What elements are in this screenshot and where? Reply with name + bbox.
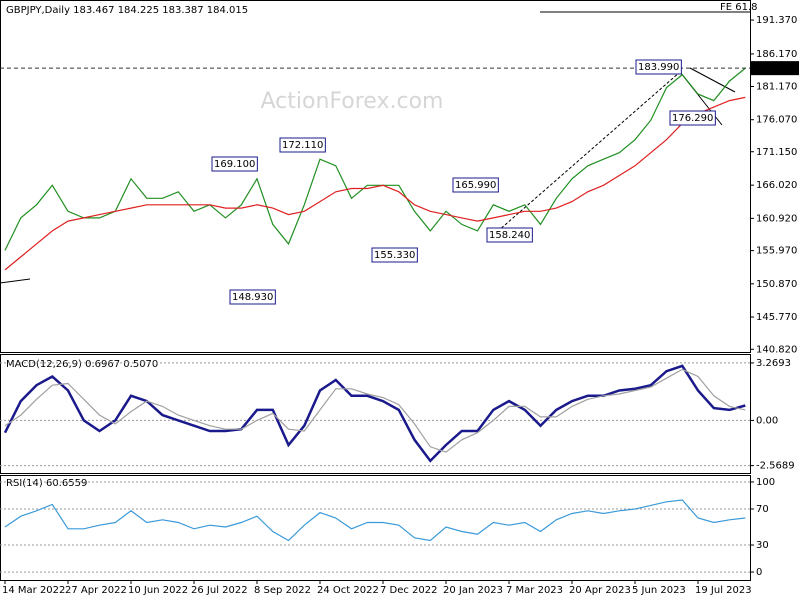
x-tick-label: 14 Mar 2022 xyxy=(2,585,65,596)
y-tick-label: 191.370 xyxy=(756,15,797,26)
y-tick-label: 140.820 xyxy=(756,344,797,355)
series-line xyxy=(4,67,746,251)
x-tick-label: 26 Jul 2022 xyxy=(191,585,248,596)
y-tick-label: 181.170 xyxy=(756,82,797,93)
trend-line xyxy=(0,278,31,284)
annotation-box xyxy=(452,177,499,193)
y-tick-label: 186.170 xyxy=(756,49,797,60)
rsi-title: RSI(14) 60.6559 xyxy=(6,478,87,489)
trend-line xyxy=(489,71,681,239)
annotation: 183.990 xyxy=(638,62,679,73)
annotation: 176.290 xyxy=(672,113,713,124)
x-tick-label: 8 Sep 2022 xyxy=(254,585,311,596)
x-tick-label: 27 Apr 2022 xyxy=(65,585,127,596)
annotation: 165.990 xyxy=(455,180,496,191)
rsi-panel xyxy=(0,475,751,581)
annotation: 148.930 xyxy=(232,292,273,303)
annotation-box xyxy=(486,227,533,243)
x-tick-label: 7 Dec 2022 xyxy=(380,585,438,596)
y-tick-label: 171.150 xyxy=(756,147,797,158)
x-tick-label: 24 Oct 2022 xyxy=(317,585,379,596)
watermark: ActionForex.com xyxy=(261,89,444,114)
y-tick-label: 0 xyxy=(756,567,762,578)
series-line xyxy=(4,499,746,542)
annotation: 155.330 xyxy=(374,250,415,261)
series-line xyxy=(4,96,746,271)
price-panel xyxy=(0,0,751,353)
chart-title: GBPJPY,Daily 183.467 184.225 183.387 184… xyxy=(6,5,248,16)
annotation-box xyxy=(279,137,326,153)
y-tick-label: 150.870 xyxy=(756,279,797,290)
series-line xyxy=(3,364,746,463)
channel-line xyxy=(689,67,736,93)
macd-title: MACD(12,26,9) 0.6967 0.5070 xyxy=(6,359,158,370)
annotation: 169.100 xyxy=(214,159,255,170)
y-tick-label: 100 xyxy=(756,477,775,488)
annotation-box xyxy=(371,247,418,263)
annotation-box xyxy=(635,59,682,75)
annotation-box xyxy=(229,289,276,305)
x-tick-label: 7 Mar 2023 xyxy=(506,585,563,596)
y-tick-label: 145.770 xyxy=(756,312,797,323)
y-tick-label: -2.5689 xyxy=(756,461,795,472)
annotation-box xyxy=(211,156,258,172)
y-tick-label: 0.00 xyxy=(756,415,778,426)
annotation: 172.110 xyxy=(282,140,323,151)
x-tick-label: 20 Jan 2023 xyxy=(443,585,503,596)
y-tick-label: 70 xyxy=(756,504,769,515)
x-tick-label: 19 Jul 2023 xyxy=(695,585,752,596)
x-tick-label: 10 Jun 2022 xyxy=(128,585,188,596)
y-tick-label: 176.070 xyxy=(756,115,797,126)
annotation-box xyxy=(669,110,716,126)
series-line xyxy=(4,368,746,453)
y-tick-label: 3.2693 xyxy=(756,358,791,369)
macd-panel xyxy=(0,354,751,474)
last-price-box xyxy=(751,61,799,76)
x-tick-label: 5 Jun 2023 xyxy=(632,585,686,596)
y-tick-label: 166.020 xyxy=(756,180,797,191)
y-tick-label: 155.970 xyxy=(756,246,797,257)
annotation: 158.240 xyxy=(489,230,530,241)
last-price-label: 183.990 xyxy=(755,63,796,74)
y-tick-label: 160.920 xyxy=(756,213,797,224)
y-tick-label: 30 xyxy=(756,540,769,551)
x-tick-label: 20 Apr 2023 xyxy=(569,585,631,596)
fe-label: FE 61.8 xyxy=(720,2,758,13)
